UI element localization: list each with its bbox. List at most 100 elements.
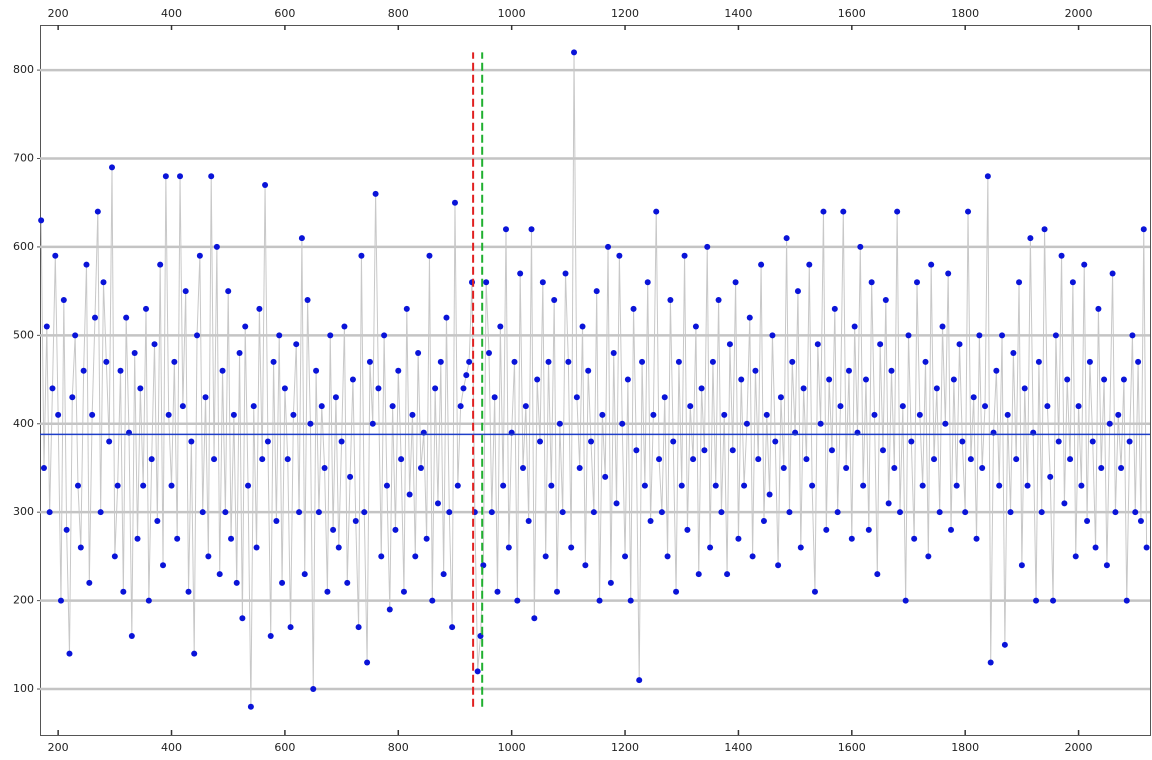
data-point — [548, 482, 555, 489]
data-point — [267, 632, 274, 639]
data-point — [378, 553, 385, 560]
data-point — [797, 544, 804, 551]
data-point — [911, 535, 918, 542]
data-point — [687, 403, 694, 410]
data-point — [1081, 261, 1088, 268]
data-point — [259, 456, 266, 463]
x-tick-label-bottom: 400 — [161, 741, 182, 754]
data-point — [86, 579, 93, 586]
data-point — [369, 420, 376, 427]
data-point — [945, 270, 952, 277]
data-point — [219, 367, 226, 374]
data-point — [879, 447, 886, 454]
data-point — [264, 438, 271, 445]
data-point — [239, 615, 246, 622]
data-point — [372, 190, 379, 197]
data-point — [1007, 509, 1014, 516]
data-point — [154, 518, 161, 525]
data-point — [624, 376, 631, 383]
data-point — [245, 482, 252, 489]
data-point — [828, 447, 835, 454]
data-point — [766, 491, 773, 498]
data-point — [514, 597, 521, 604]
data-point — [389, 403, 396, 410]
data-point — [806, 261, 813, 268]
data-point — [483, 279, 490, 286]
data-point — [658, 509, 665, 516]
data-point — [347, 473, 354, 480]
data-point — [52, 252, 59, 259]
axes: 100 200 300 400 500 600 700 800 200 200 400 400 600 6… — [13, 7, 1093, 754]
data-point — [69, 394, 76, 401]
x-tick-label-bottom: 600 — [274, 741, 295, 754]
data-point — [236, 350, 243, 357]
data-point — [874, 571, 881, 578]
data-point — [97, 509, 104, 516]
data-point — [1129, 332, 1136, 339]
data-point — [741, 482, 748, 489]
data-point — [128, 632, 135, 639]
data-point — [908, 438, 915, 445]
data-point — [296, 509, 303, 516]
data-point — [293, 341, 300, 348]
data-point — [681, 252, 688, 259]
data-point — [60, 296, 67, 303]
data-point — [758, 261, 765, 268]
data-point — [454, 482, 461, 489]
data-point — [763, 411, 770, 418]
data-point — [970, 394, 977, 401]
data-point — [905, 332, 912, 339]
data-point — [1092, 544, 1099, 551]
data-point — [831, 305, 838, 312]
data-point — [494, 588, 501, 595]
series — [38, 49, 1150, 710]
data-point — [1058, 252, 1065, 259]
data-point — [1024, 482, 1031, 489]
data-point — [1018, 562, 1025, 569]
data-point — [562, 270, 569, 277]
data-point — [313, 367, 320, 374]
data-point — [358, 252, 365, 259]
data-point — [157, 261, 164, 268]
data-point — [1143, 544, 1150, 551]
data-point — [1137, 518, 1144, 525]
data-point — [437, 358, 444, 365]
data-point — [185, 588, 192, 595]
data-point — [100, 279, 107, 286]
data-point — [948, 526, 955, 533]
data-point — [877, 341, 884, 348]
data-point — [894, 208, 901, 215]
data-point — [355, 624, 362, 631]
data-point — [1135, 358, 1142, 365]
data-point — [857, 243, 864, 250]
data-point — [225, 288, 232, 295]
data-point — [400, 588, 407, 595]
data-point — [554, 588, 561, 595]
data-point — [899, 403, 906, 410]
data-point — [1086, 358, 1093, 365]
data-point — [196, 252, 203, 259]
data-point — [814, 341, 821, 348]
data-point — [996, 482, 1003, 489]
data-point — [862, 376, 869, 383]
data-point — [607, 579, 614, 586]
data-point — [213, 243, 220, 250]
data-point — [463, 372, 470, 379]
data-point — [551, 296, 558, 303]
data-point — [982, 403, 989, 410]
data-point — [1041, 226, 1048, 233]
data-point — [976, 332, 983, 339]
data-point — [902, 597, 909, 604]
data-point — [426, 252, 433, 259]
data-point — [967, 456, 974, 463]
data-point — [999, 332, 1006, 339]
data-point — [457, 403, 464, 410]
data-point — [840, 208, 847, 215]
data-point — [1118, 464, 1125, 471]
data-point — [108, 164, 115, 171]
data-point — [962, 509, 969, 516]
data-point — [423, 535, 430, 542]
data-point — [871, 411, 878, 418]
data-point — [191, 650, 198, 657]
data-point — [953, 482, 960, 489]
